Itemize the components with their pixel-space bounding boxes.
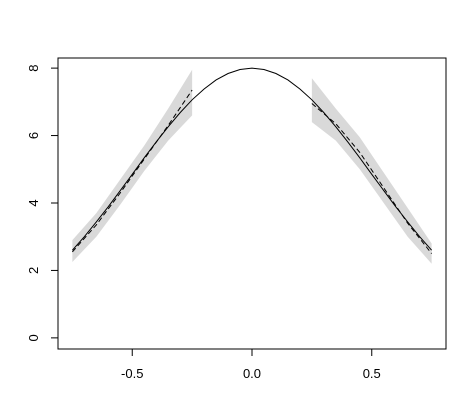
- y-tick-label: 6: [26, 132, 41, 139]
- y-tick-label: 0: [26, 334, 41, 341]
- y-tick-label: 2: [26, 267, 41, 274]
- y-tick-label: 8: [26, 64, 41, 71]
- dashed-line: [311, 103, 433, 254]
- x-tick-label: 0.0: [243, 366, 261, 381]
- line: [71, 67, 433, 251]
- x-tick-label: -0.5: [121, 366, 143, 381]
- x-tick-label: 0.5: [363, 366, 381, 381]
- y-tick-label: 4: [26, 199, 41, 206]
- confidence-band: [72, 69, 193, 263]
- dashed-line: [71, 89, 193, 253]
